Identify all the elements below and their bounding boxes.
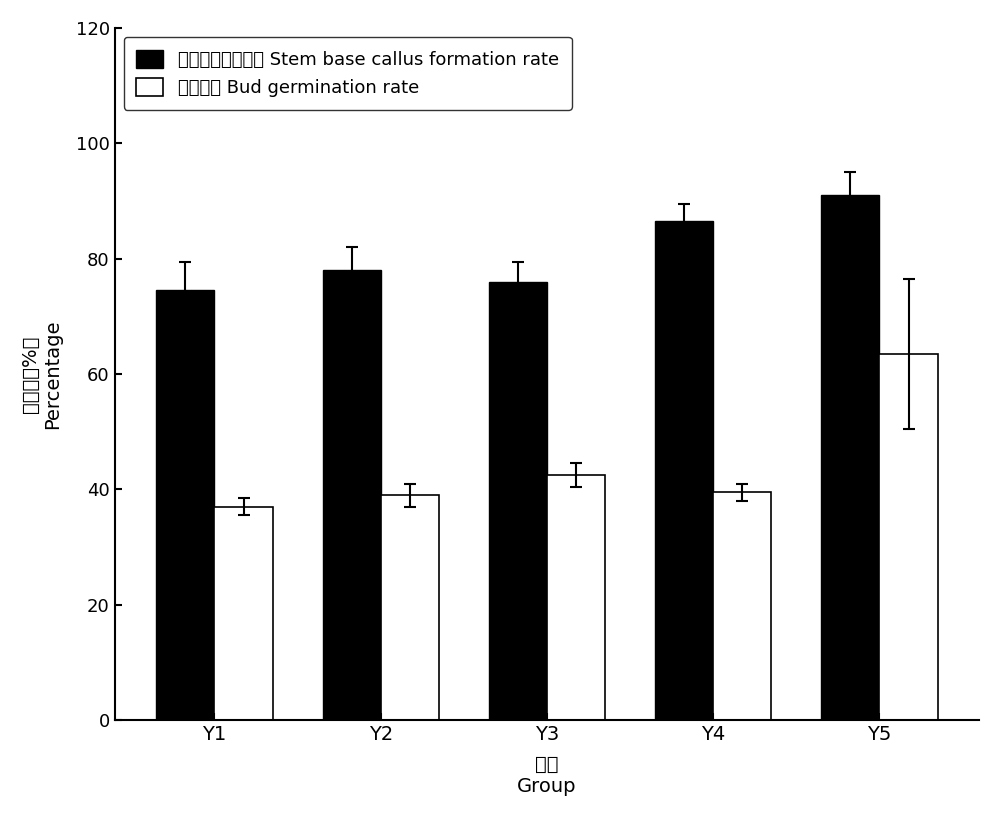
X-axis label: 组号
Group: 组号 Group (517, 755, 577, 797)
Bar (323, 270, 381, 721)
Bar (489, 282, 547, 721)
Bar (156, 290, 214, 721)
Bar (547, 475, 605, 721)
Bar (655, 221, 713, 721)
Bar (214, 507, 273, 721)
Bar (879, 354, 938, 721)
Y-axis label: 百分数（%）
Percentage: 百分数（%） Percentage (21, 319, 62, 429)
Bar (713, 493, 771, 721)
Bar (821, 195, 879, 721)
Bar (381, 495, 439, 721)
Legend: 茎基部愈伤形成率 Stem base callus formation rate, 芽血发率 Bud germination rate: 茎基部愈伤形成率 Stem base callus formation rate… (124, 37, 572, 109)
